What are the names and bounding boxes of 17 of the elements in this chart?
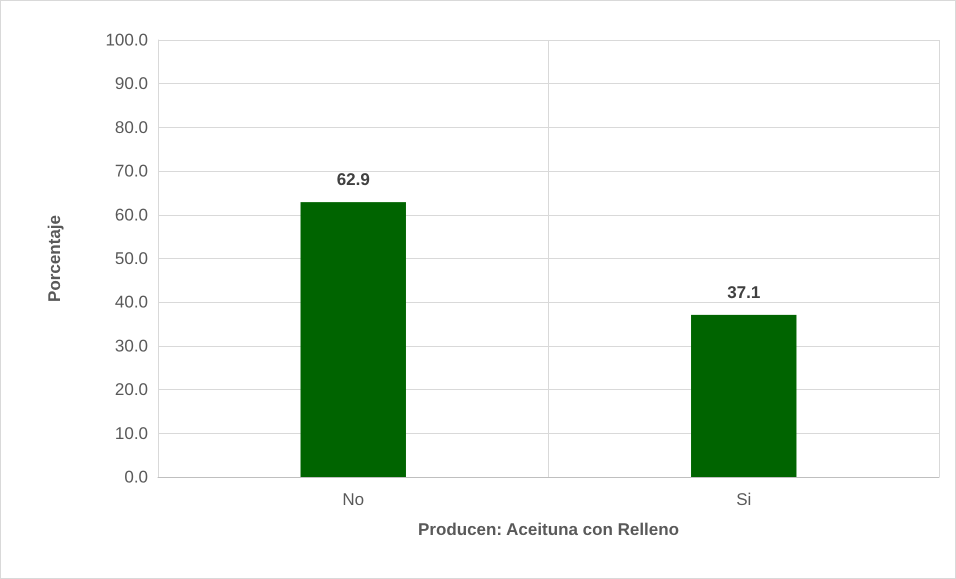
y-tick-label: 30.0	[114, 336, 148, 356]
y-tick-label: 40.0	[114, 292, 148, 312]
x-axis-title: Producen: Aceituna con Relleno	[418, 520, 680, 539]
y-tick-label: 70.0	[114, 162, 148, 181]
y-tick-label: 80.0	[114, 118, 148, 137]
y-tick-label: 100.0	[105, 30, 148, 50]
data-label: 37.1	[727, 282, 760, 302]
y-axis-title: Porcentaje	[45, 215, 64, 302]
x-tick-label: No	[342, 490, 364, 509]
data-label: 62.9	[336, 170, 370, 190]
y-tick-label: 0.0	[124, 468, 148, 486]
y-tick-label: 50.0	[114, 249, 148, 268]
y-tick-label: 90.0	[114, 74, 148, 94]
x-tick-label: Si	[736, 490, 752, 509]
y-tick-label: 10.0	[114, 424, 148, 443]
y-tick-label: 60.0	[114, 205, 148, 224]
y-tick-label: 20.0	[114, 380, 148, 400]
